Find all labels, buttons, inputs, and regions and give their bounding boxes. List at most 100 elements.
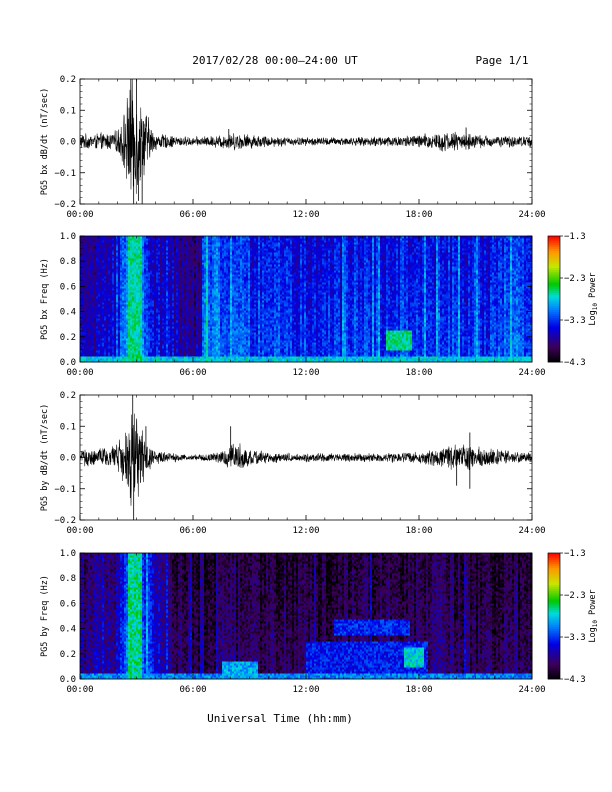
spectrogram-cell bbox=[110, 354, 113, 357]
spectrogram-cell bbox=[118, 274, 121, 277]
spectrogram-cell bbox=[120, 288, 123, 291]
spectrogram-cell bbox=[88, 236, 91, 239]
spectrogram-cell bbox=[92, 262, 95, 265]
spectrogram-cell bbox=[116, 320, 119, 323]
spectrogram-cell bbox=[92, 326, 95, 329]
spectrogram-cell bbox=[102, 284, 105, 287]
spectrogram-cell bbox=[96, 352, 99, 355]
spectrogram-cell bbox=[94, 320, 97, 323]
spectrogram-cell bbox=[92, 264, 95, 267]
spectrogram-cell bbox=[82, 290, 85, 293]
spectrogram-cell bbox=[130, 290, 133, 293]
spectrogram-cell bbox=[98, 268, 101, 271]
spectrogram-cell bbox=[82, 244, 85, 247]
spectrogram-cell bbox=[82, 286, 85, 289]
spectrogram-cell bbox=[114, 344, 117, 347]
spectrogram-cell bbox=[86, 312, 89, 315]
spectrogram-cell bbox=[82, 324, 85, 327]
bx-dbdt-panel: 00:00 06:00 12:00 18:00 24:000.20.10.0−0.1−0… bbox=[40, 75, 546, 220]
spectrogram-cell bbox=[114, 302, 117, 305]
spectrogram-cell bbox=[110, 264, 113, 267]
spectrogram-cell bbox=[102, 356, 105, 359]
spectrogram-cell bbox=[116, 264, 119, 267]
spectrogram-cell bbox=[106, 300, 109, 303]
spectrogram-cell bbox=[118, 284, 121, 287]
spectrogram-cell bbox=[84, 300, 87, 303]
spectrogram-cell bbox=[106, 294, 109, 297]
spectrogram-cell bbox=[130, 292, 133, 295]
spectrogram-cell bbox=[84, 274, 87, 277]
spectrogram-cell bbox=[108, 272, 111, 275]
spectrogram-cell bbox=[92, 248, 95, 251]
spectrogram-cell bbox=[84, 308, 87, 311]
spectrogram-cell bbox=[106, 304, 109, 307]
spectrogram-cell bbox=[120, 340, 123, 343]
spectrogram-cell bbox=[134, 358, 137, 361]
spectrogram-cell bbox=[86, 344, 89, 347]
spectrogram-cell bbox=[132, 258, 135, 261]
spectrogram-cell bbox=[96, 298, 99, 301]
spectrogram-cell bbox=[114, 350, 117, 353]
spectrogram-cell bbox=[118, 278, 121, 281]
spectrogram-cell bbox=[112, 250, 115, 253]
spectrogram-cell bbox=[94, 354, 97, 357]
spectrogram-cell bbox=[96, 360, 99, 363]
spectrogram-cell bbox=[90, 356, 93, 359]
spectrogram-cell bbox=[84, 246, 87, 249]
spectrogram-cell bbox=[132, 240, 135, 243]
spectrogram-cell bbox=[86, 300, 89, 303]
spectrogram-cell bbox=[128, 292, 131, 295]
spectrogram-cell bbox=[114, 282, 117, 285]
spectrogram-cell bbox=[100, 286, 103, 289]
spectrogram-cell bbox=[106, 334, 109, 337]
spectrogram-cell bbox=[110, 280, 113, 283]
spectrogram-cell bbox=[82, 272, 85, 275]
spectrogram-cell bbox=[80, 338, 83, 341]
spectrogram-cell bbox=[110, 256, 113, 259]
spectrogram-cell bbox=[106, 328, 109, 331]
spectrogram-cell bbox=[106, 260, 109, 263]
spectrogram-cell bbox=[122, 256, 125, 259]
spectrogram-cell bbox=[112, 348, 115, 351]
spectrogram-cell bbox=[126, 330, 129, 333]
spectrogram-cell bbox=[124, 350, 127, 353]
spectrogram-cell bbox=[126, 278, 129, 281]
spectrogram-cell bbox=[92, 302, 95, 305]
spectrogram-cell bbox=[122, 268, 125, 271]
spectrogram-cell bbox=[106, 286, 109, 289]
spectrogram-cell bbox=[90, 292, 93, 295]
spectrogram-cell bbox=[92, 342, 95, 345]
spectrogram-cell bbox=[126, 262, 129, 265]
spectrogram-cell bbox=[88, 240, 91, 243]
spectrogram-cell bbox=[114, 278, 117, 281]
spectrogram-cell bbox=[130, 300, 133, 303]
spectrogram-cell bbox=[122, 332, 125, 335]
spectrogram-cell bbox=[120, 264, 123, 267]
spectrogram-cell bbox=[134, 320, 137, 323]
spectrogram-cell bbox=[122, 298, 125, 301]
spectrogram-cell bbox=[126, 274, 129, 277]
spectrogram-cell bbox=[116, 312, 119, 315]
spectrogram-cell bbox=[84, 258, 87, 261]
spectrogram-cell bbox=[116, 276, 119, 279]
spectrogram-cell bbox=[90, 316, 93, 319]
spectrogram-cell bbox=[102, 262, 105, 265]
spectrogram-cell bbox=[134, 354, 137, 357]
spectrogram-cell bbox=[98, 280, 101, 283]
spectrogram-cell bbox=[100, 342, 103, 345]
spectrogram-cell bbox=[112, 278, 115, 281]
spectrogram-cell bbox=[116, 340, 119, 343]
spectrogram-cell bbox=[110, 342, 113, 345]
spectrogram-cell bbox=[124, 250, 127, 253]
spectrogram-cell bbox=[84, 292, 87, 295]
spectrogram-cell bbox=[124, 238, 127, 241]
spectrogram-cell bbox=[90, 242, 93, 245]
spectrogram-cell bbox=[98, 314, 101, 317]
spectrogram-cell bbox=[88, 284, 91, 287]
spectrogram-cell bbox=[116, 326, 119, 329]
spectrogram-cell bbox=[118, 246, 121, 249]
spectrogram-cell bbox=[90, 288, 93, 291]
spectrogram-cell bbox=[122, 240, 125, 243]
spectrogram-cell bbox=[126, 312, 129, 315]
spectrogram-cell bbox=[82, 314, 85, 317]
